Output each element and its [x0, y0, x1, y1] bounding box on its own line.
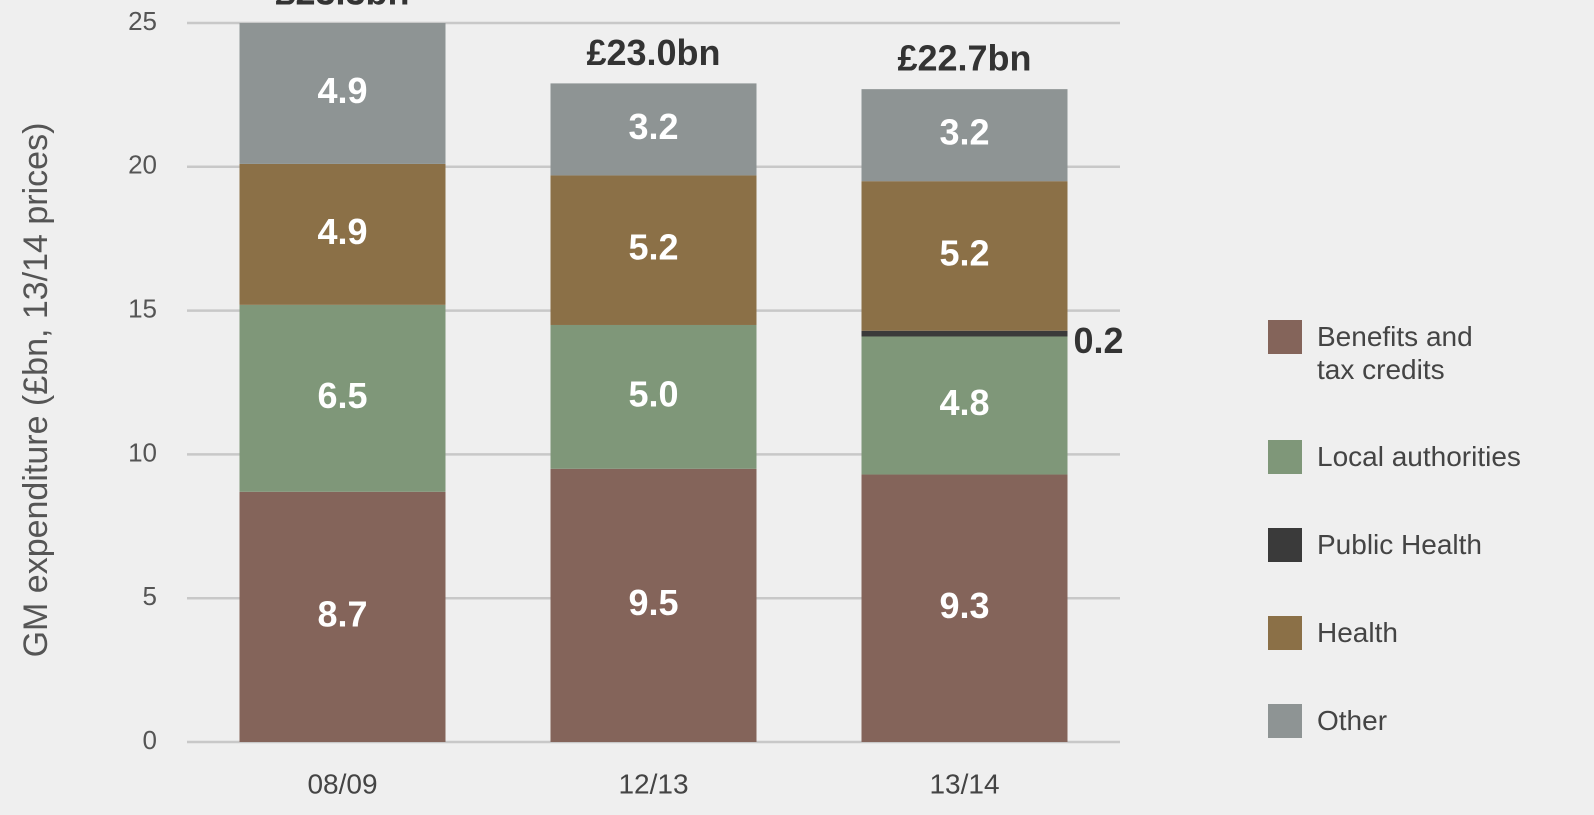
x-tick-label: 08/09: [307, 768, 377, 799]
data-label: 8.7: [317, 593, 367, 634]
legend-label: Local authorities: [1317, 441, 1521, 472]
data-label: 5.2: [939, 232, 989, 273]
legend-label: Benefits and tax credits: [1317, 321, 1473, 385]
bar-segment: [550, 468, 757, 742]
total-label: £23.3bn: [275, 0, 409, 13]
bar-segment: [239, 163, 446, 305]
bar-segment: [550, 324, 757, 469]
bar-segment: [861, 336, 1068, 475]
total-label: £22.7bn: [897, 38, 1031, 79]
y-tick-label: 0: [143, 725, 157, 755]
legend-item: Public Health: [1268, 528, 1521, 616]
bar-segment: [239, 304, 446, 492]
y-tick-label: 10: [128, 437, 157, 467]
legend-swatch: [1268, 704, 1302, 738]
legend-label: Public Health: [1317, 529, 1482, 560]
data-label: 9.3: [939, 585, 989, 626]
legend-swatch: [1268, 440, 1302, 474]
data-label: 5.0: [628, 373, 678, 414]
data-label: 3.2: [628, 106, 678, 147]
data-label: 4.9: [317, 70, 367, 111]
legend: Benefits and tax credits Local authoritie…: [1268, 320, 1521, 792]
x-tick-label: 12/13: [618, 768, 688, 799]
data-label: 4.9: [317, 211, 367, 252]
bar-segment: [861, 89, 1068, 182]
y-axis-title: GM expenditure (£bn, 13/14 prices): [17, 123, 55, 658]
data-label: 6.5: [317, 375, 367, 416]
legend-swatch: [1268, 528, 1302, 562]
legend-label: Health: [1317, 617, 1398, 648]
data-label: 3.2: [939, 112, 989, 153]
legend-item: Benefits and tax credits: [1268, 320, 1521, 440]
legend-item: Local authorities: [1268, 440, 1521, 528]
y-tick-label: 25: [128, 6, 157, 36]
y-tick-label: 5: [143, 581, 157, 611]
bar-segment: [550, 175, 757, 325]
bar-segment: [239, 23, 446, 164]
legend-item: Health: [1268, 616, 1521, 704]
data-label: 0.2: [1074, 320, 1124, 361]
legend-swatch: [1268, 320, 1302, 354]
y-tick-label: 15: [128, 293, 157, 323]
legend-swatch: [1268, 616, 1302, 650]
total-label: £23.0bn: [586, 32, 720, 73]
bar-segment: [861, 330, 1068, 337]
bar-segment: [550, 83, 757, 176]
legend-label: Other: [1317, 705, 1388, 736]
data-label: 4.8: [939, 382, 989, 423]
bar-segment: [239, 491, 446, 742]
bar-segment: [861, 181, 1068, 331]
data-label: 9.5: [628, 582, 678, 623]
legend-item: Other: [1268, 704, 1521, 792]
data-label: 5.2: [628, 227, 678, 268]
y-tick-label: 20: [128, 150, 157, 180]
bar-segment: [861, 474, 1068, 742]
x-tick-label: 13/14: [929, 768, 999, 799]
